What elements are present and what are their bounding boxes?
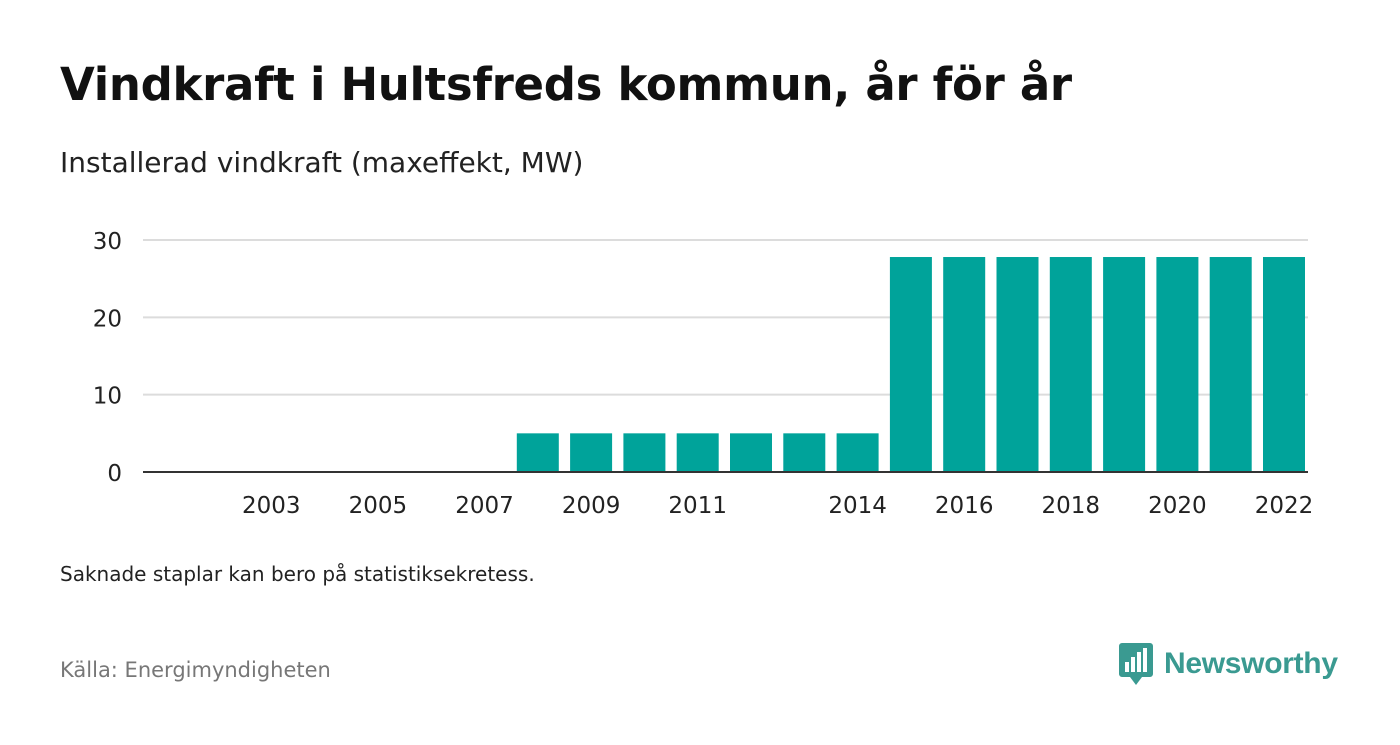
bar-2011 (676, 433, 719, 472)
bar-2008 (516, 433, 559, 472)
x-tick-label: 2022 (1255, 493, 1314, 519)
y-tick-label: 10 (93, 384, 122, 410)
x-tick-label: 2007 (455, 493, 514, 519)
bar-2015 (889, 257, 932, 472)
x-tick-label: 2011 (668, 493, 727, 519)
x-tick-label: 2016 (935, 493, 994, 519)
newsworthy-logo-icon (1119, 643, 1153, 685)
y-tick-label: 30 (93, 229, 122, 255)
bar-2010 (623, 433, 666, 472)
brand-name: Newsworthy (1164, 647, 1338, 680)
bar-2017 (996, 257, 1039, 472)
x-tick-label: 2014 (828, 493, 887, 519)
bar-2016 (943, 257, 986, 472)
x-tick-label: 2020 (1148, 493, 1207, 519)
source-label: Källa: Energimyndigheten (60, 658, 331, 682)
bar-2019 (1103, 257, 1146, 472)
x-tick-label: 2005 (349, 493, 408, 519)
chart-title: Vindkraft i Hultsfreds kommun, år för år (60, 58, 1072, 111)
bar-2013 (783, 433, 826, 472)
brand-logo: Newsworthy (1118, 642, 1338, 686)
y-tick-label: 20 (93, 306, 122, 332)
bar-2009 (570, 433, 613, 472)
bar-2014 (836, 433, 879, 472)
x-tick-label: 2009 (562, 493, 621, 519)
footnote: Saknade staplar kan bero på statistiksek… (60, 562, 535, 586)
x-tick-label: 2018 (1042, 493, 1101, 519)
chart-subtitle: Installerad vindkraft (maxeffekt, MW) (60, 146, 584, 179)
y-tick-label: 0 (107, 461, 122, 487)
x-tick-label: 2003 (242, 493, 301, 519)
bar-chart: 0 10 20 30 2003 2005 2007 2009 2011 2014 2016 2018 2… (93, 229, 1314, 519)
bar-2012 (730, 433, 772, 472)
bar-2021 (1209, 257, 1252, 472)
bar-2022 (1263, 257, 1305, 472)
bar-2020 (1156, 257, 1199, 472)
bar-2018 (1049, 257, 1092, 472)
